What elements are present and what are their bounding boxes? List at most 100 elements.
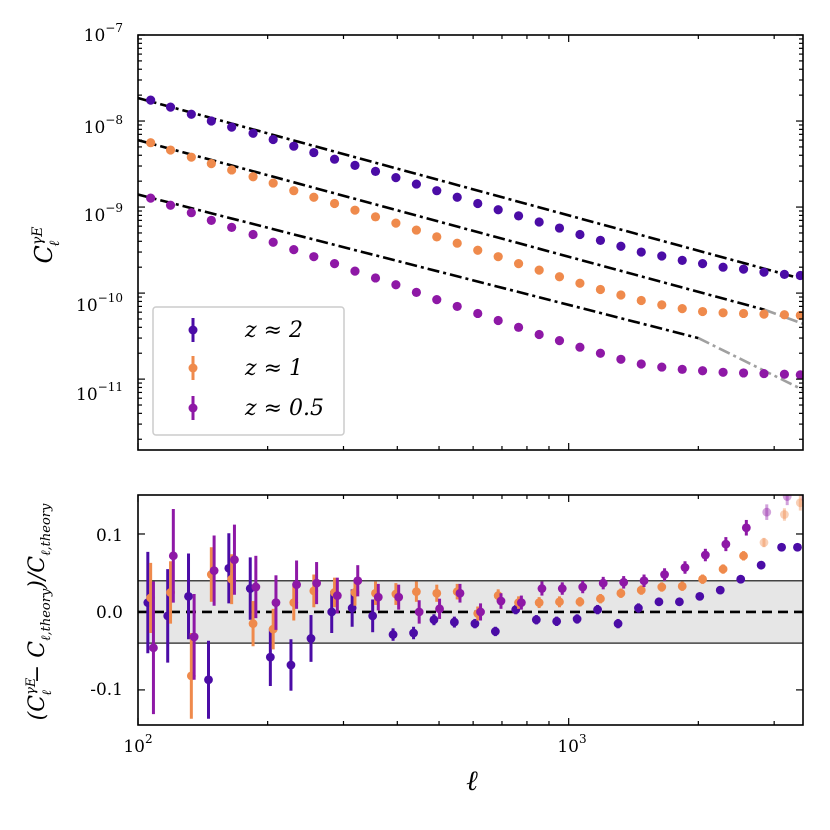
top-point-s2-22 (595, 348, 606, 358)
bottom-point-s1-5 (248, 619, 258, 629)
bottom-axes-frame (137, 494, 804, 726)
theory-line-1-seg-0 (138, 138, 765, 312)
bottom-point-s2-9 (332, 591, 342, 600)
bottom-point-s1-19 (534, 598, 544, 607)
bottom-point-s1-27 (698, 574, 707, 584)
bottom-point-s2-16 (476, 607, 485, 617)
bottom-ytick-labels: 0.1 0.0 -0.1 (90, 526, 123, 700)
bottom-point-s1-23 (616, 588, 626, 598)
legend-marker-z2 (188, 325, 198, 335)
bottom-reference (138, 580, 803, 644)
xlabel-ell: ℓ (466, 764, 478, 797)
bottom-point-s0-17 (490, 627, 500, 636)
bottom-ticks (137, 495, 803, 725)
bottom-point-s2-31 (782, 495, 792, 501)
top-point-s1-20 (554, 272, 565, 282)
top-point-s0-27 (697, 259, 708, 269)
top-point-s2-5 (248, 229, 258, 240)
bottom-ylabel: (CγEℓ − Cℓ,theory)/Cℓ,theory (24, 503, 55, 720)
top-point-s0-15 (452, 192, 462, 202)
legend-entry-z2: z ≈ 2 (188, 318, 303, 343)
bottom-point-s0-8 (306, 634, 316, 643)
top-ylabel: CγEℓ (30, 227, 63, 264)
top-point-s2-20 (554, 336, 565, 346)
top-point-s2-13 (411, 287, 421, 297)
top-point-s0-2 (186, 109, 196, 119)
top-point-s0-16 (473, 198, 483, 209)
bottom-point-s0-19 (531, 615, 541, 625)
top-ytick-labels: 10−7 10−8 10−9 10−10 10−11 (76, 21, 123, 405)
top-point-s0-20 (554, 223, 565, 233)
bottom-point-s0-7 (286, 660, 296, 670)
bottom-point-s0-29 (736, 574, 746, 584)
top-point-s0-9 (329, 154, 340, 164)
bottom-point-s2-21 (578, 582, 588, 592)
top-point-s0-21 (575, 229, 585, 240)
bottom-point-s0-23 (613, 619, 623, 629)
top-point-s1-9 (329, 198, 340, 209)
top-point-s1-14 (432, 232, 442, 242)
bottom-point-s2-6 (271, 598, 281, 607)
ytick-label-0.0: 0.0 (96, 603, 123, 623)
legend-label-z05: z ≈ 0.5 (244, 396, 324, 421)
bottom-point-s2-11 (373, 592, 383, 602)
top-point-s0-17 (493, 205, 503, 215)
top-point-s0-24 (636, 247, 646, 257)
bottom-point-s1-26 (677, 581, 687, 591)
top-point-s1-13 (411, 225, 421, 235)
bottom-point-s0-12 (388, 630, 398, 639)
top-point-s1-17 (493, 252, 503, 262)
theory-line-0-seg-0 (138, 96, 803, 281)
top-point-s2-3 (206, 215, 216, 225)
top-point-s2-30 (759, 368, 769, 379)
top-point-s1-19 (534, 265, 544, 275)
top-data-points (146, 95, 803, 380)
top-point-s0-25 (657, 251, 667, 261)
top-point-s1-21 (575, 278, 585, 288)
bottom-point-s1-24 (636, 585, 646, 595)
top-point-s2-32 (795, 370, 803, 380)
top-point-s0-30 (759, 267, 769, 277)
bottom-point-s0-2 (184, 591, 193, 601)
top-point-s1-4 (227, 165, 237, 175)
top-point-s0-10 (350, 160, 360, 170)
legend-label-z1: z ≈ 1 (244, 356, 303, 381)
top-point-s2-11 (370, 273, 381, 283)
bottom-point-s0-30 (756, 560, 766, 570)
top-point-s1-26 (677, 304, 687, 314)
bottom-point-s2-26 (680, 563, 690, 572)
ytick-label-1e-9: 10−9 (84, 201, 123, 226)
top-point-s2-29 (738, 368, 749, 378)
ytick-label-0.1: 0.1 (96, 526, 123, 546)
legend-entry-z1: z ≈ 1 (188, 356, 303, 381)
top-point-s1-6 (268, 178, 278, 188)
top-point-s2-14 (432, 295, 442, 305)
top-point-s2-24 (636, 359, 646, 369)
bottom-point-s2-13 (414, 607, 424, 617)
top-point-s2-23 (616, 354, 626, 364)
bottom-point-s0-3 (204, 675, 213, 685)
top-point-s0-22 (595, 235, 606, 245)
bottom-point-s2-7 (292, 580, 301, 590)
top-point-s2-26 (677, 364, 687, 374)
bottom-point-s2-32 (801, 495, 803, 496)
top-point-s1-15 (452, 238, 462, 248)
bottom-point-s0-25 (654, 597, 664, 607)
ytick-label-1e-8: 10−8 (84, 113, 123, 138)
bottom-point-s1-30 (759, 538, 769, 547)
top-point-s1-16 (473, 245, 483, 255)
top-point-s0-7 (289, 141, 299, 151)
top-point-s2-19 (534, 329, 544, 340)
bottom-point-s2-23 (619, 577, 629, 587)
top-point-s0-6 (268, 134, 278, 145)
top-point-s0-28 (718, 262, 728, 272)
top-point-s2-9 (329, 259, 340, 269)
top-point-s2-0 (146, 193, 156, 203)
top-point-s1-24 (636, 295, 646, 306)
top-point-s0-1 (165, 102, 176, 112)
top-point-s0-5 (248, 128, 258, 138)
bottom-point-s2-22 (598, 578, 608, 588)
bottom-point-s2-8 (312, 578, 322, 588)
ytick-label-1e-10: 10−10 (76, 291, 123, 316)
